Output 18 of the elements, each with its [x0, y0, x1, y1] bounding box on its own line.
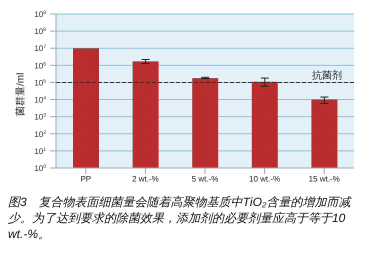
y-tick-label: 10$^{8}$	[34, 27, 46, 36]
caption: 图3 复合物表面细菌量会随着高聚物基质中TiO₂含量的增加而减少。为了达到要求的除菌效果，添加剂的必要剂量应高于等于10 wt.-%。	[8, 194, 353, 242]
y-tick-label: 10$^{7}$	[34, 44, 46, 54]
y-axis-title: 菌群量/ml	[14, 72, 27, 116]
y-tick-label: 10$^{1}$	[34, 146, 46, 156]
x-tick-label: PP	[80, 174, 92, 184]
y-tick-label: 10$^{5}$	[34, 78, 46, 88]
x-tick-label: 5 wt.-%	[192, 174, 218, 184]
y-tick-label: 10$^{9}$	[34, 10, 46, 19]
x-tick-label: 10 wt.-%	[249, 174, 280, 184]
y-tick-label: 10$^{2}$	[34, 130, 46, 139]
y-tick-label: 10$^{3}$	[34, 112, 46, 122]
y-tick-label: 10$^{0}$	[34, 164, 46, 173]
x-tick-label: 2 wt.-%	[132, 174, 159, 184]
x-tick-label: 15 wt.-%	[308, 174, 340, 184]
ref-line-label: 抗菌剂	[312, 69, 342, 82]
y-tick-label: 10$^{4}$	[34, 96, 46, 105]
y-tick-label: 10$^{6}$	[34, 61, 46, 70]
